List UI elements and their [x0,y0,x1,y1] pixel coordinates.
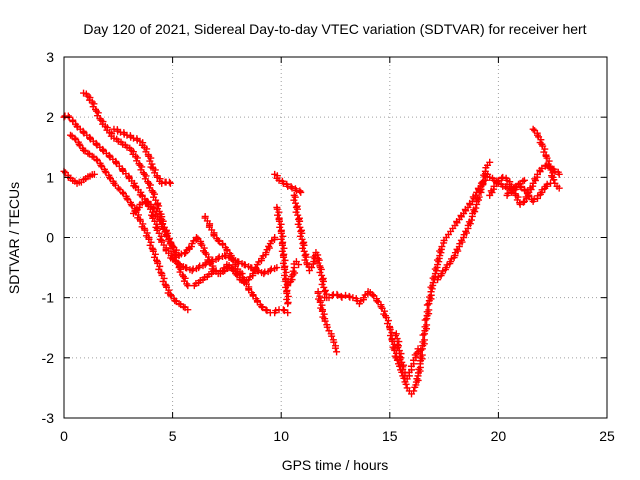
series-track-e-markers [110,125,174,187]
y-tick-label: -1 [42,290,55,306]
series-track-b-markers [60,112,281,278]
y-tick-label: -2 [42,350,55,366]
y-tick-label: 3 [46,49,54,65]
data-points [60,89,563,398]
series-track-p-markers [355,288,435,398]
series-track-o-markers [321,290,361,305]
y-tick-label: 2 [46,109,54,125]
y-axis-label: SDTVAR / TECUs [6,182,22,294]
series-track-s-markers [434,158,494,284]
grid-lines [64,57,607,418]
x-tick-label: 0 [60,428,68,444]
x-axis-label: GPS time / hours [282,457,389,473]
series-track-j-markers [271,170,305,196]
x-tick-label: 20 [491,428,507,444]
axis-ticks: 0 5 10 15 20 25 -3 -2 -1 0 1 2 3 [42,49,615,444]
x-tick-label: 15 [382,428,398,444]
series-track-l-markers [284,258,303,290]
x-tick-label: 25 [599,428,615,444]
y-tick-label: -3 [42,410,55,426]
series-track-g-markers [201,212,292,317]
series-track-d-markers [67,131,192,314]
series-track-i-markers [190,267,220,290]
series-track-h-markers [216,264,246,278]
series-track-k-markers [273,203,292,308]
y-tick-label: 0 [46,230,54,246]
x-tick-label: 5 [169,428,177,444]
series-track-n-markers [314,288,341,356]
series-track-m-markers [290,191,331,302]
chart-title: Day 120 of 2021, Sidereal Day-to-day VTE… [83,21,586,37]
series-track-q-markers [392,330,423,383]
y-tick-label: 1 [46,169,54,185]
series-track-u-markers [529,125,563,192]
series-track-v-markers [503,179,555,205]
x-tick-label: 10 [273,428,289,444]
